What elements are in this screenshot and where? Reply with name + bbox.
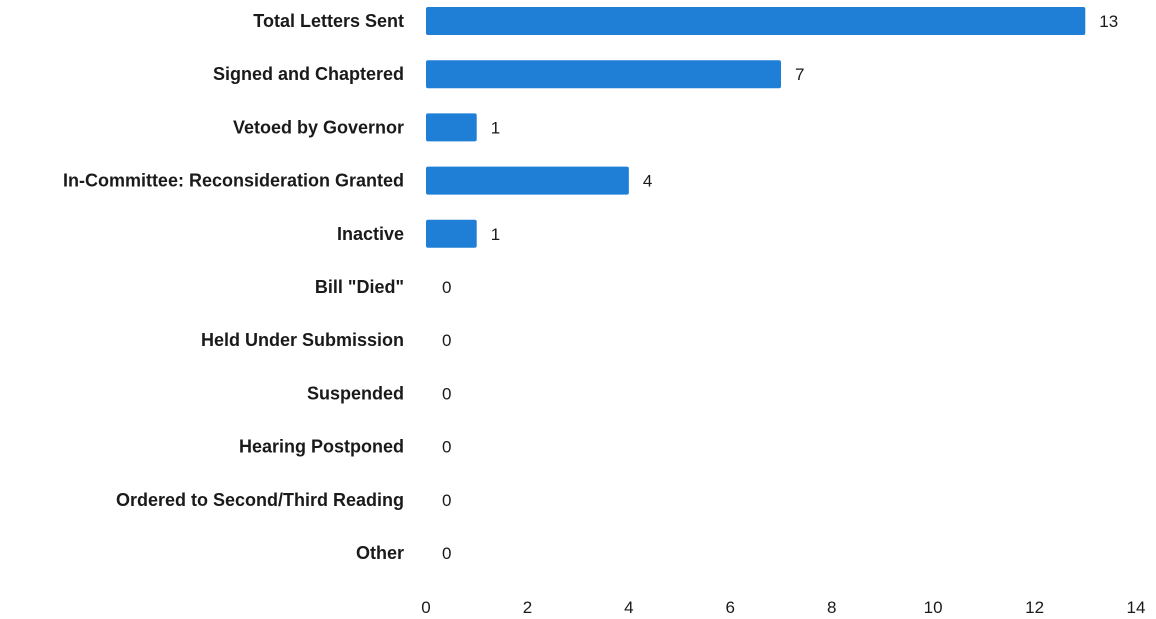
- x-tick-label: 2: [523, 598, 532, 617]
- category-label: Other: [356, 543, 404, 563]
- bar: [426, 113, 477, 142]
- value-labels-group: 13 7 1 4 1 0 0 0 0 0 0: [442, 12, 1118, 563]
- bar: [426, 7, 1086, 35]
- bar: [426, 166, 629, 195]
- category-label: Vetoed by Governor: [233, 117, 404, 137]
- category-label: Total Letters Sent: [253, 11, 404, 31]
- x-axis-tick-labels: 0 2 4 6 8 10 12 14: [421, 598, 1145, 617]
- x-tick-label: 4: [624, 598, 633, 617]
- value-label: 13: [1099, 12, 1118, 31]
- category-labels-group: Total Letters Sent Signed and Chaptered Ve…: [63, 11, 404, 563]
- x-tick-label: 6: [726, 598, 735, 617]
- value-label: 0: [442, 544, 451, 563]
- value-label: 4: [643, 172, 652, 191]
- value-label: 0: [442, 438, 451, 457]
- bars-group: [426, 7, 1086, 248]
- category-label: Hearing Postponed: [239, 437, 404, 457]
- x-tick-label: 12: [1025, 598, 1044, 617]
- value-label: 0: [442, 278, 451, 297]
- value-label: 1: [491, 225, 500, 244]
- value-label: 1: [491, 118, 500, 137]
- category-label: Ordered to Second/Third Reading: [116, 490, 404, 510]
- value-label: 0: [442, 384, 451, 403]
- x-tick-label: 10: [924, 598, 943, 617]
- category-label: Held Under Submission: [201, 330, 404, 350]
- value-label: 0: [442, 331, 451, 350]
- value-label: 0: [442, 491, 451, 510]
- x-tick-label: 14: [1127, 598, 1146, 617]
- category-label: Bill "Died": [315, 277, 404, 297]
- value-label: 7: [795, 65, 804, 84]
- category-label: Inactive: [337, 224, 404, 244]
- bar: [426, 60, 781, 89]
- category-label: Signed and Chaptered: [213, 64, 404, 84]
- category-label: In-Committee: Reconsideration Granted: [63, 171, 404, 191]
- category-label: Suspended: [307, 383, 404, 403]
- x-tick-label: 0: [421, 598, 430, 617]
- x-tick-label: 8: [827, 598, 836, 617]
- bar: [426, 219, 477, 248]
